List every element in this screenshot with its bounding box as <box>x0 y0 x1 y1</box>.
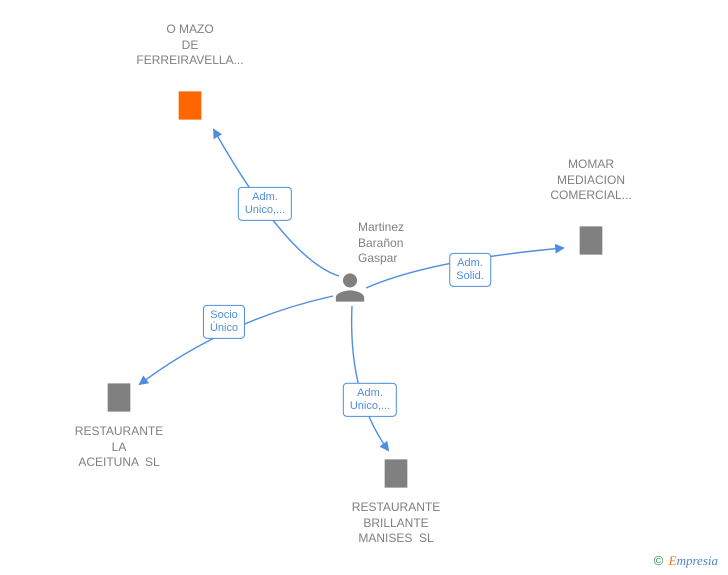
edge-label-rest-brillante: Adm. Unico,... <box>343 383 397 417</box>
copyright-symbol: © <box>654 553 664 568</box>
edge-rest-brillante <box>352 306 388 450</box>
building-icon-o-mazo[interactable] <box>173 89 207 128</box>
node-label-rest-brillante: RESTAURANTE BRILLANTE MANISES SL <box>352 500 440 547</box>
person-icon[interactable] <box>333 271 367 310</box>
watermark: © Empresia <box>654 553 718 569</box>
node-label-momar: MOMAR MEDIACION COMERCIAL... <box>550 157 631 204</box>
watermark-brand-first: E <box>669 553 677 568</box>
edge-label-momar: Adm. Solid. <box>449 253 491 287</box>
watermark-brand-rest: mpresia <box>677 553 718 568</box>
edge-label-o-mazo: Adm. Unico,... <box>238 187 292 221</box>
person-label: Martinez Barañon Gaspar <box>358 220 404 267</box>
node-label-o-mazo: O MAZO DE FERREIRAVELLA... <box>136 22 243 69</box>
node-label-rest-aceituna: RESTAURANTE LA ACEITUNA SL <box>75 424 163 471</box>
building-icon-rest-aceituna[interactable] <box>102 381 136 420</box>
building-icon-rest-brillante[interactable] <box>379 457 413 496</box>
building-icon-momar[interactable] <box>574 224 608 263</box>
edge-label-rest-aceituna: Socio Único <box>203 305 245 339</box>
